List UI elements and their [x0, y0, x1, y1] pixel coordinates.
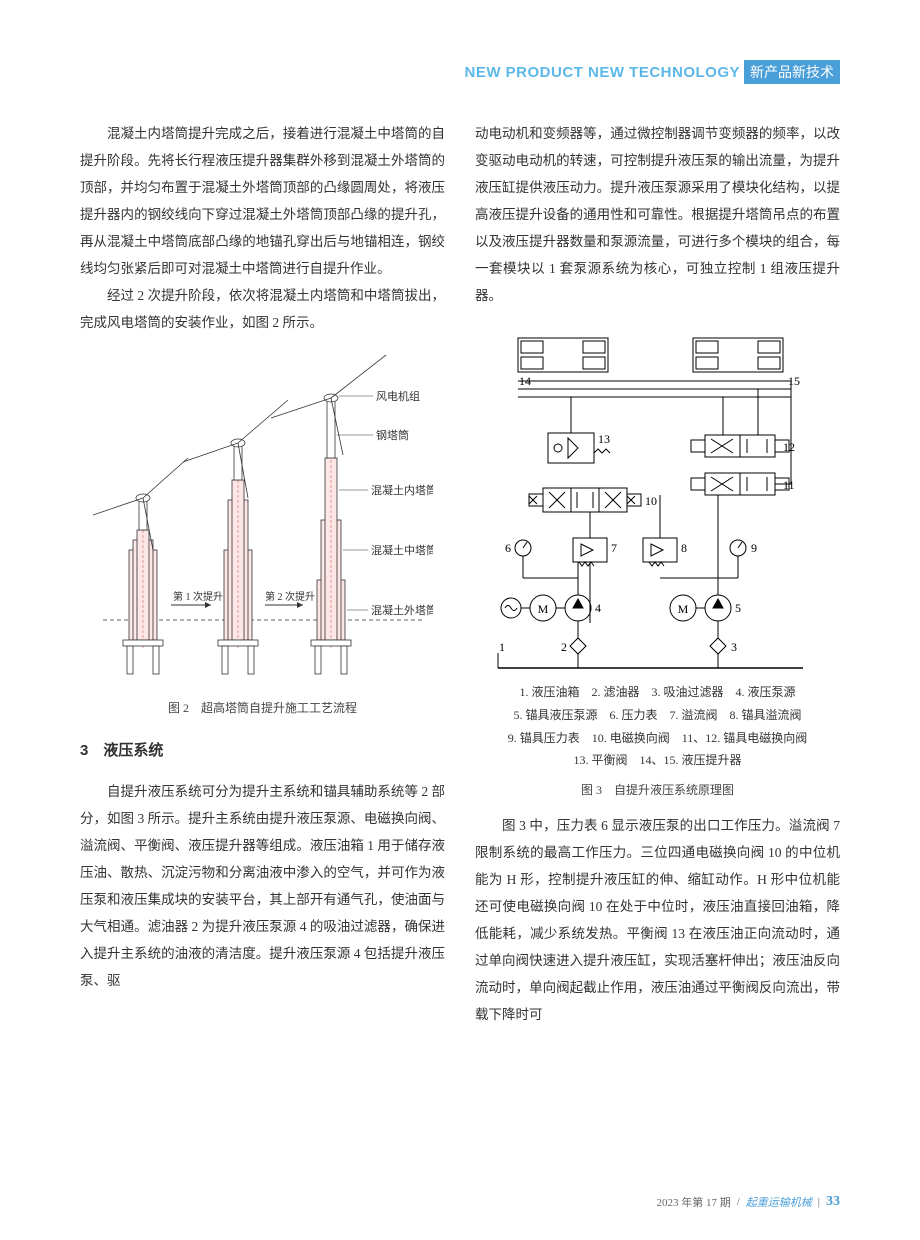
- right-column: 动电动机和变频器等，通过微控制器调节变频器的频率，以改变驱动电动机的转速，可控制…: [475, 120, 840, 1028]
- svg-text:2: 2: [561, 640, 567, 654]
- figure-3: M M: [475, 323, 840, 802]
- svg-text:6: 6: [505, 541, 511, 555]
- two-column-content: 混凝土内塔筒提升完成之后，接着进行混凝土中塔筒的自提升阶段。先将长行程液压提升器…: [80, 120, 840, 1028]
- svg-text:11: 11: [783, 478, 795, 492]
- inner-label: 混凝土内塔筒: [371, 483, 433, 497]
- header-chinese: 新产品新技术: [744, 60, 840, 84]
- svg-text:9: 9: [751, 541, 757, 555]
- svg-text:3: 3: [731, 640, 737, 654]
- footer-issue: 2023 年第 17 期: [656, 1194, 730, 1210]
- figure-2-caption: 图 2 超高塔筒自提升施工工艺流程: [80, 696, 445, 720]
- paragraph: 经过 2 次提升阶段，依次将混凝土内塔筒和中塔筒拔出，完成风电塔筒的安装作业，如…: [80, 282, 445, 336]
- svg-text:8: 8: [681, 541, 687, 555]
- figure-3-svg: M M: [483, 323, 833, 673]
- svg-text:15: 15: [788, 374, 800, 388]
- section-3-heading: 3 液压系统: [80, 736, 445, 766]
- svg-text:13: 13: [598, 432, 610, 446]
- left-column: 混凝土内塔筒提升完成之后，接着进行混凝土中塔筒的自提升阶段。先将长行程液压提升器…: [80, 120, 445, 1028]
- svg-text:M: M: [537, 602, 548, 616]
- figure-3-caption: 图 3 自提升液压系统原理图: [475, 778, 840, 802]
- svg-text:1: 1: [499, 640, 505, 654]
- page-number: 33: [826, 1194, 840, 1210]
- svg-text:5: 5: [735, 601, 741, 615]
- figure-2-svg: 第 1 次提升: [93, 350, 433, 690]
- svg-text:M: M: [677, 602, 688, 616]
- svg-text:10: 10: [645, 494, 657, 508]
- paragraph: 动电动机和变频器等，通过微控制器调节变频器的频率，以改变驱动电动机的转速，可控制…: [475, 120, 840, 309]
- lift2-label: 第 2 次提升: [265, 590, 315, 603]
- paragraph: 混凝土内塔筒提升完成之后，接着进行混凝土中塔筒的自提升阶段。先将长行程液压提升器…: [80, 120, 445, 282]
- outer-label: 混凝土外塔筒: [371, 603, 433, 617]
- page-footer: 2023 年第 17 期 / 起重运输机械 | 33: [656, 1194, 840, 1210]
- paragraph: 自提升液压系统可分为提升主系统和锚具辅助系统等 2 部分，如图 3 所示。提升主…: [80, 778, 445, 994]
- middle-label: 混凝土中塔筒: [371, 543, 433, 557]
- figure-2: 第 1 次提升: [80, 350, 445, 720]
- figure-3-legend: 1. 液压油箱 2. 滤油器 3. 吸油过滤器 4. 液压泵源 5. 锚具液压泵…: [475, 681, 840, 772]
- svg-text:14: 14: [519, 374, 531, 388]
- paragraph: 图 3 中，压力表 6 显示液压泵的出口工作压力。溢流阀 7 限制系统的最高工作…: [475, 812, 840, 1028]
- turbine-label: 风电机组: [376, 389, 420, 403]
- header-english: NEW PRODUCT NEW TECHNOLOGY: [465, 64, 741, 81]
- svg-text:7: 7: [611, 541, 617, 555]
- header-banner: NEW PRODUCT NEW TECHNOLOGY 新产品新技术: [465, 60, 841, 84]
- svg-text:12: 12: [783, 440, 795, 454]
- steel-label: 钢塔筒: [376, 428, 409, 442]
- svg-text:4: 4: [595, 601, 601, 615]
- lift1-label: 第 1 次提升: [173, 590, 223, 603]
- footer-journal: 起重运输机械: [746, 1194, 812, 1210]
